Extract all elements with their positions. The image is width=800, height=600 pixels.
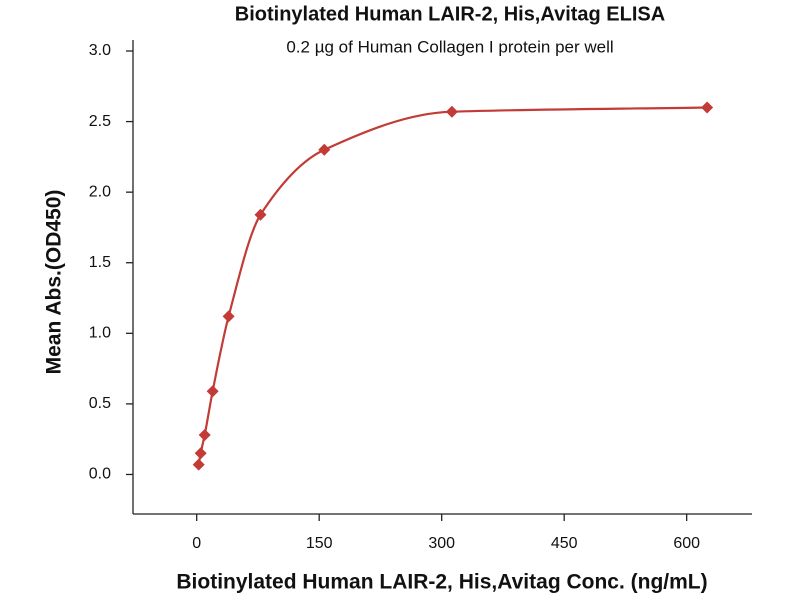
data-point — [254, 208, 267, 221]
x-tick-label: 450 — [551, 535, 578, 552]
data-point — [194, 447, 207, 460]
data-point — [445, 105, 458, 118]
y-tick-label: 1.0 — [89, 325, 111, 342]
data-point — [206, 385, 219, 398]
x-tick-label: 600 — [673, 535, 700, 552]
fit-curve — [197, 106, 708, 465]
x-axis-title: Biotinylated Human LAIR-2, His,Avitag Co… — [176, 571, 707, 594]
data-point — [701, 101, 714, 114]
y-tick-label: 0.0 — [89, 466, 111, 483]
x-tick-label: 300 — [428, 535, 455, 552]
data-point — [192, 458, 205, 471]
chart-title: Biotinylated Human LAIR-2, His,Avitag EL… — [235, 3, 665, 25]
y-axis-title: Mean Abs.(OD450) — [43, 190, 66, 375]
y-tick-label: 0.5 — [89, 395, 111, 412]
data-point — [222, 310, 235, 323]
y-tick-label: 1.5 — [89, 254, 111, 271]
x-tick-label: 150 — [306, 535, 333, 552]
data-point — [198, 428, 211, 441]
y-tick-label: 2.0 — [89, 183, 111, 200]
x-tick-label: 0 — [192, 535, 201, 552]
y-tick-label: 3.0 — [89, 42, 111, 59]
y-tick-label: 2.5 — [89, 113, 111, 130]
data-point — [318, 143, 331, 156]
chart-subtitle: 0.2 µg of Human Collagen I protein per w… — [286, 37, 613, 56]
